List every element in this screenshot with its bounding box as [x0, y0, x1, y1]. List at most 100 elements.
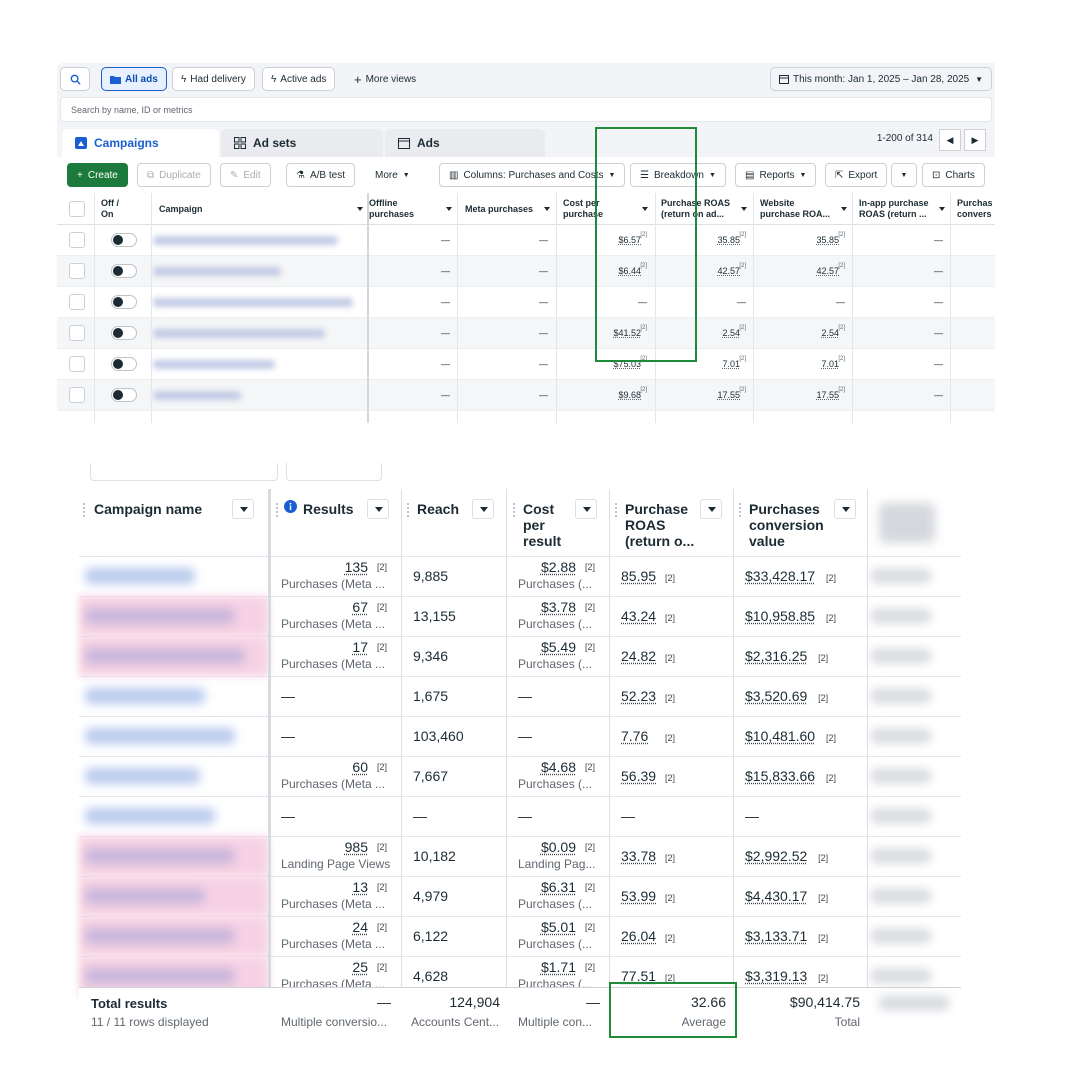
sort-caret-icon[interactable]: [841, 207, 847, 211]
tab-ads[interactable]: Ads: [385, 129, 545, 157]
table-row[interactable]: 17 [2] Purchases (Meta ... 9,346 $5.49 [2] Pur…: [71, 636, 961, 676]
info-icon[interactable]: [284, 500, 297, 513]
search-button[interactable]: [60, 67, 90, 91]
date-range-picker[interactable]: This month: Jan 1, 2025 – Jan 28, 2025 ▼: [770, 67, 992, 91]
campaign-name-redacted[interactable]: [85, 928, 235, 944]
duplicate-button[interactable]: ⧉ Duplicate: [137, 163, 211, 187]
header-campaign[interactable]: Campaign: [159, 204, 203, 214]
table-row[interactable]: 985 [2] Landing Page Views 10,182 $0.09 [2] La…: [71, 836, 961, 876]
campaign-toggle[interactable]: [111, 326, 137, 340]
header-meta-purchases[interactable]: Meta purchases: [465, 204, 534, 214]
view-active-ads[interactable]: ϟ Active ads: [262, 67, 336, 91]
campaign-name-redacted[interactable]: [85, 888, 205, 904]
table-row[interactable]: — — $41.52 [2] 2.54 [2] 2.54 [2] —: [57, 318, 995, 349]
sort-caret-icon[interactable]: [939, 207, 945, 211]
header-purchase-roas[interactable]: Purchase ROAS (return o...: [625, 501, 695, 549]
campaign-name-redacted[interactable]: [85, 608, 235, 624]
header-offline-purchases[interactable]: Offline purchases: [369, 198, 415, 219]
table-row[interactable]: 135 [2] Purchases (Meta ... 9,885 $2.88 [2] Pu…: [71, 556, 961, 596]
row-checkbox[interactable]: [69, 232, 85, 248]
row-checkbox[interactable]: [69, 356, 85, 372]
row-checkbox[interactable]: [69, 263, 85, 279]
campaign-name-redacted[interactable]: [85, 848, 235, 864]
campaign-name-redacted[interactable]: [85, 568, 195, 584]
campaign-toggle[interactable]: [111, 295, 137, 309]
filter-control[interactable]: [286, 463, 382, 481]
table-row[interactable]: — — $75.03 [2] 7.01 [2] 7.01 [2] —: [57, 349, 995, 380]
campaign-name-redacted[interactable]: [153, 329, 325, 338]
more-views-button[interactable]: + More views: [354, 71, 417, 87]
table-row[interactable]: — — — — — —: [57, 287, 995, 318]
table-row[interactable]: — — $6.44 [2] 42.57 [2] 42.57 [2] —: [57, 256, 995, 287]
table-row[interactable]: 67 [2] Purchases (Meta ... 13,155 $3.78 [2] Pu…: [71, 596, 961, 636]
charts-button[interactable]: ⊡ Charts: [922, 163, 985, 187]
export-menu-button[interactable]: ▼: [891, 163, 917, 187]
row-checkbox[interactable]: [69, 387, 85, 403]
ab-test-button[interactable]: ⚗ A/B test: [286, 163, 355, 187]
column-menu-button[interactable]: [367, 499, 389, 519]
campaign-name-redacted[interactable]: [153, 360, 275, 369]
search-input[interactable]: Search by name, ID or metrics: [60, 97, 992, 122]
table-row[interactable]: — 103,460 — 7.76 [2] $10,481.60 [2]: [71, 716, 961, 756]
column-menu-button[interactable]: [232, 499, 254, 519]
column-menu-button[interactable]: [700, 499, 722, 519]
table-row[interactable]: 60 [2] Purchases (Meta ... 7,667 $4.68 [2] Pur…: [71, 756, 961, 796]
campaign-toggle[interactable]: [111, 264, 137, 278]
drag-handle-icon[interactable]: [513, 503, 515, 517]
more-button[interactable]: More ▼: [365, 163, 420, 187]
sort-caret-icon[interactable]: [642, 207, 648, 211]
drag-handle-icon[interactable]: [276, 503, 278, 517]
header-cost-per-result[interactable]: Cost per result: [523, 501, 562, 549]
drag-handle-icon[interactable]: [407, 503, 409, 517]
drag-handle-icon[interactable]: [615, 503, 617, 517]
campaign-name-redacted[interactable]: [153, 267, 281, 276]
view-all-ads[interactable]: All ads: [101, 67, 167, 91]
campaign-name-redacted[interactable]: [153, 298, 353, 307]
campaign-name-redacted[interactable]: [85, 688, 205, 704]
header-purchases-conversion-value[interactable]: Purchases conversion value: [749, 501, 824, 549]
header-reach[interactable]: Reach: [417, 501, 460, 517]
select-all-checkbox[interactable]: [69, 201, 85, 217]
sort-caret-icon[interactable]: [446, 207, 452, 211]
header-cost-per-purchase[interactable]: Cost per purchase: [563, 198, 604, 219]
campaign-name-redacted[interactable]: [85, 768, 200, 784]
campaign-toggle[interactable]: [111, 388, 137, 402]
create-button[interactable]: + Create: [67, 163, 128, 187]
header-purchases-conversion[interactable]: Purchas convers: [957, 198, 993, 219]
next-page-button[interactable]: ▶: [964, 129, 986, 151]
view-had-delivery[interactable]: ϟ Had delivery: [172, 67, 255, 91]
column-menu-button[interactable]: [472, 499, 494, 519]
table-row[interactable]: — — $9.68 [2] 17.55 [2] 17.55 [2] —: [57, 380, 995, 411]
header-results[interactable]: Results: [303, 501, 354, 517]
export-button[interactable]: ⇱ Export: [825, 163, 888, 187]
prev-page-button[interactable]: ◀: [939, 129, 961, 151]
breakdown-button[interactable]: ☰ Breakdown ▼: [630, 163, 726, 187]
edit-button[interactable]: ✎ Edit: [220, 163, 271, 187]
table-row[interactable]: — — $6.57 [2] 35.85 [2] 35.85 [2] —: [57, 225, 995, 256]
table-row[interactable]: — 1,675 — 52.23 [2] $3,520.69 [2]: [71, 676, 961, 716]
filter-control[interactable]: [90, 463, 278, 481]
sort-caret-icon[interactable]: [357, 207, 363, 211]
campaign-name-redacted[interactable]: [85, 648, 245, 664]
campaign-toggle[interactable]: [111, 357, 137, 371]
reports-button[interactable]: ▤ Reports ▼: [735, 163, 817, 187]
campaign-name-redacted[interactable]: [153, 236, 338, 245]
campaign-name-redacted[interactable]: [85, 808, 215, 824]
campaign-name-redacted[interactable]: [85, 968, 235, 984]
header-in-app-purchase-roas[interactable]: In-app purchase ROAS (return ...: [859, 198, 929, 219]
drag-handle-icon[interactable]: [739, 503, 741, 517]
column-menu-button[interactable]: [575, 499, 597, 519]
row-checkbox[interactable]: [69, 325, 85, 341]
header-website-purchase-roas[interactable]: Website purchase ROA...: [760, 198, 831, 219]
campaign-name-redacted[interactable]: [85, 728, 235, 744]
campaign-toggle[interactable]: [111, 233, 137, 247]
tab-campaigns[interactable]: Campaigns: [62, 129, 219, 157]
header-campaign-name[interactable]: Campaign name: [94, 501, 203, 517]
sort-caret-icon[interactable]: [741, 207, 747, 211]
tab-ad-sets[interactable]: Ad sets: [221, 129, 383, 157]
columns-button[interactable]: ▥ Columns: Purchases and Costs ▼: [439, 163, 626, 187]
column-menu-button[interactable]: [834, 499, 856, 519]
table-row[interactable]: — — — — —: [71, 796, 961, 836]
drag-handle-icon[interactable]: [83, 503, 85, 517]
table-row[interactable]: 13 [2] Purchases (Meta ... 4,979 $6.31 [2] Pur…: [71, 876, 961, 916]
